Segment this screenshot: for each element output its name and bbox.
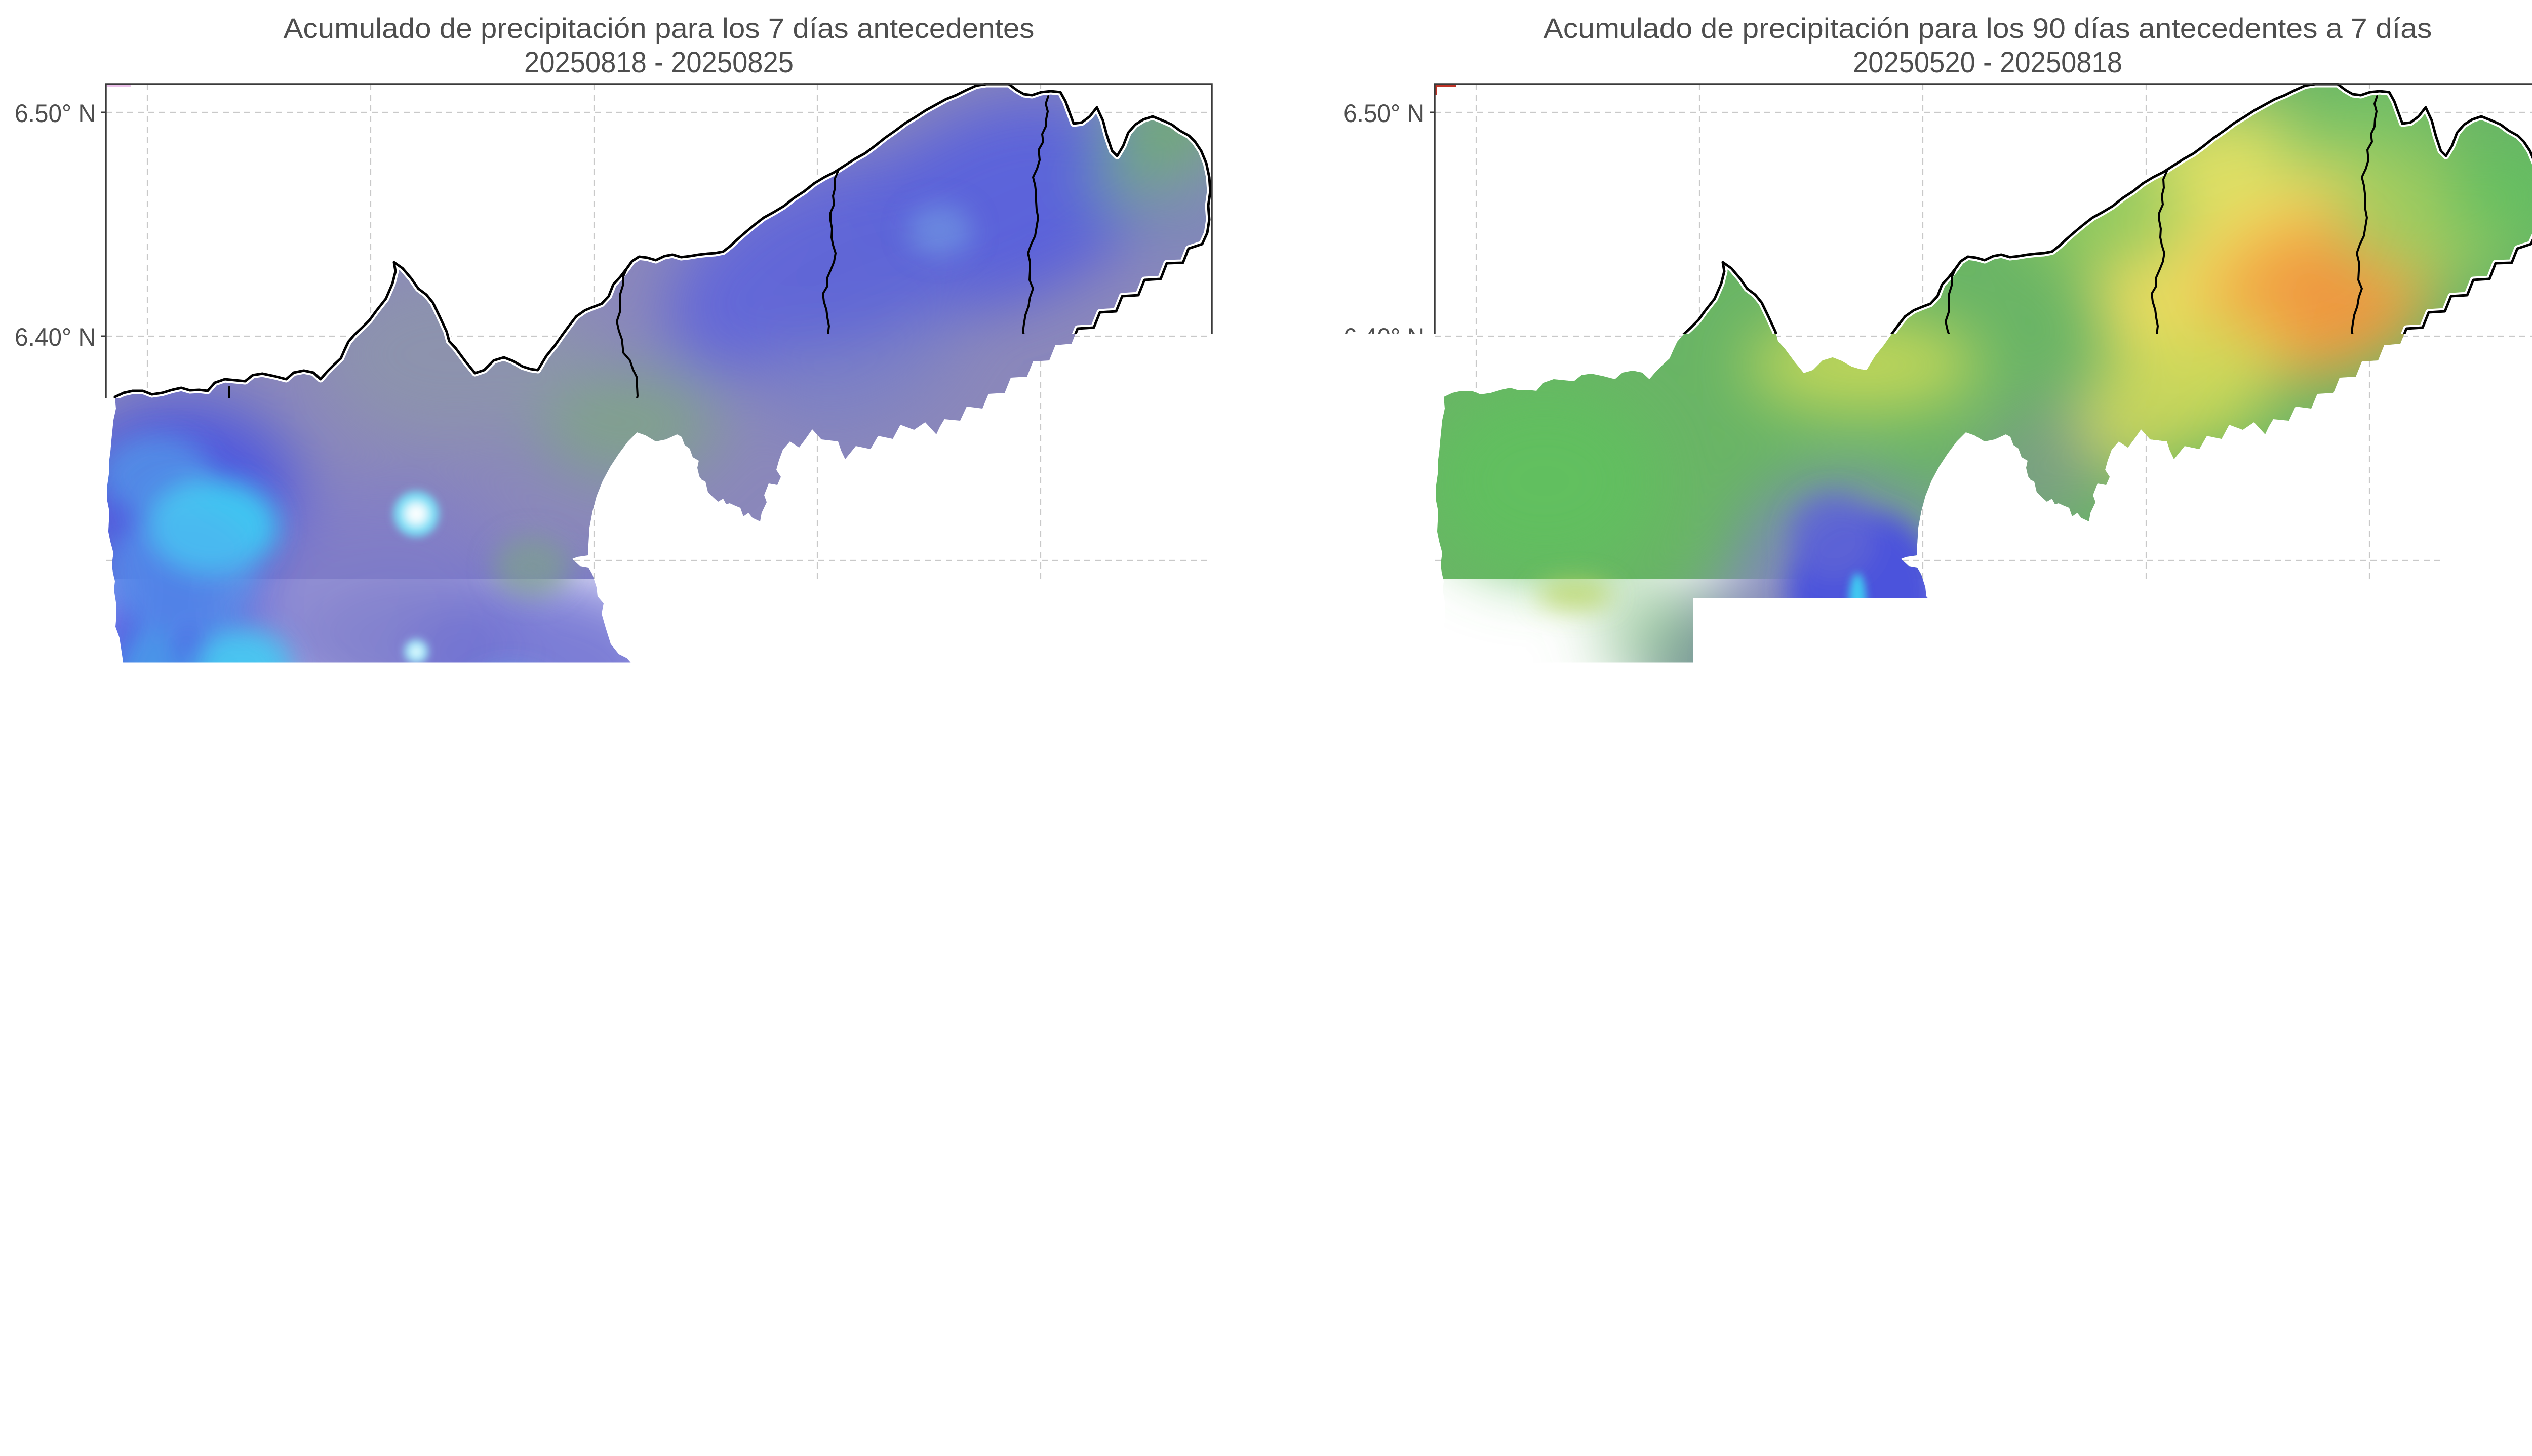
svg-text:75.40° W: 75.40° W [768,1275,867,1307]
svg-text:160: 160 [709,1371,750,1398]
svg-text:75.50° W: 75.50° W [545,1275,644,1307]
svg-text:140: 140 [638,1371,679,1398]
svg-text:80: 80 [429,1371,456,1398]
svg-text:300: 300 [1770,1371,1811,1398]
svg-text:Acumulado Precipitación [mm]: Acumulado Precipitación [mm] [414,1397,949,1447]
svg-text:6.10° N: 6.10° N [1343,995,1425,1023]
svg-text:20250818 - 20250825: 20250818 - 20250825 [524,46,794,79]
svg-text:20250520 - 20250818: 20250520 - 20250818 [1853,46,2122,79]
svg-text:75.40° W: 75.40° W [2097,1275,2196,1307]
svg-text:180: 180 [781,1371,822,1398]
svg-text:1000: 1000 [2472,1371,2526,1398]
svg-text:6.00° N: 6.00° N [15,1219,96,1247]
svg-text:6.10° N: 6.10° N [15,995,96,1023]
svg-text:400: 400 [1872,1371,1912,1398]
svg-text:75.70° W: 75.70° W [1427,1275,1526,1307]
svg-text:Acumulado de precipitación par: Acumulado de precipitación para los 7 dí… [284,12,1035,44]
svg-text:0: 0 [148,1371,162,1398]
svg-text:Acumulado de precipitación par: Acumulado de precipitación para los 90 d… [1544,12,2432,44]
svg-text:75.60° W: 75.60° W [1650,1275,1749,1307]
svg-text:75.60° W: 75.60° W [322,1275,420,1307]
svg-text:75.70° W: 75.70° W [98,1275,197,1307]
svg-text:500: 500 [1973,1371,2013,1398]
svg-text:6.40° N: 6.40° N [1343,323,1425,351]
svg-text:6.50° N: 6.50° N [1343,99,1425,128]
svg-text:700: 700 [2175,1371,2216,1398]
svg-text:200: 200 [853,1371,894,1398]
svg-text:6.40° N: 6.40° N [15,323,96,351]
svg-text:200: 200 [1669,1371,1710,1398]
svg-text:120: 120 [566,1371,607,1398]
svg-text:20: 20 [213,1371,240,1398]
svg-text:Acumulado Precipitación [mm]: Acumulado Precipitación [mm] [1743,1397,2278,1447]
svg-text:75.30° W: 75.30° W [992,1275,1090,1307]
svg-text:6.30° N: 6.30° N [15,547,96,576]
svg-text:100: 100 [494,1371,535,1398]
svg-text:6.20° N: 6.20° N [1343,771,1425,799]
svg-text:6.50° N: 6.50° N [15,99,96,128]
svg-text:600: 600 [2074,1371,2114,1398]
svg-text:0: 0 [1480,1371,1494,1398]
svg-text:75.50° W: 75.50° W [1874,1275,1972,1307]
svg-text:10: 10 [177,1371,204,1398]
svg-text:60: 60 [357,1371,384,1398]
svg-text:240: 240 [997,1371,1038,1398]
svg-text:40: 40 [285,1371,312,1398]
svg-text:900: 900 [2378,1371,2418,1398]
svg-text:800: 800 [2276,1371,2317,1398]
svg-text:280: 280 [1141,1371,1181,1398]
svg-text:100: 100 [1568,1371,1608,1398]
svg-text:6.00° N: 6.00° N [1343,1219,1425,1247]
svg-text:6.20° N: 6.20° N [15,771,96,799]
svg-text:6.30° N: 6.30° N [1343,547,1425,576]
svg-text:75.30° W: 75.30° W [2320,1275,2419,1307]
